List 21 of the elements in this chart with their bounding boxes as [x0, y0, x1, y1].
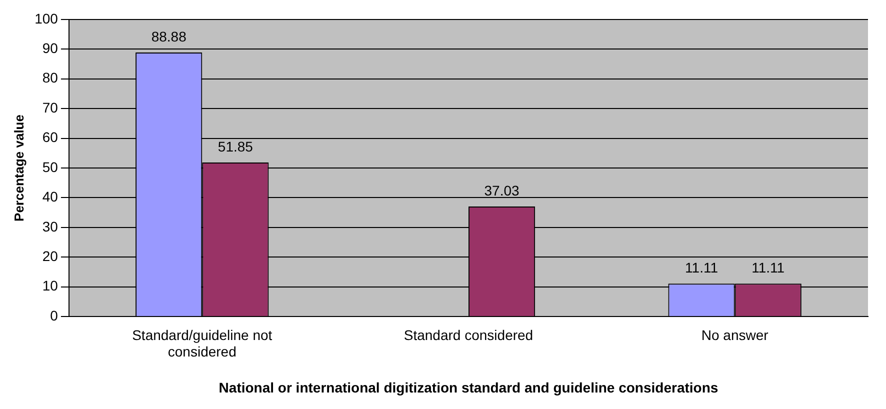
data-label: 37.03: [484, 182, 520, 198]
x-tick-label: No answer: [701, 326, 769, 343]
y-tick-label: 90: [42, 40, 58, 56]
y-axis-title: Percentage value: [11, 114, 26, 222]
x-tick-label: Standard considered: [404, 326, 534, 343]
data-label: 11.11: [752, 259, 785, 276]
y-tick-label: 30: [42, 218, 58, 234]
y-tick-label: 50: [42, 158, 58, 175]
y-tick-label: 10: [42, 278, 58, 294]
y-tick-label: 80: [42, 70, 58, 86]
data-label: 51.85: [218, 138, 254, 154]
x-tick-label: Standard/guideline not considered: [132, 326, 272, 360]
data-label: 11.11: [685, 259, 718, 276]
y-tick-label: 0: [50, 307, 58, 324]
y-tick-label: 40: [42, 188, 58, 205]
y-tick-label: 100: [34, 10, 58, 26]
y-tick-label: 60: [42, 129, 58, 146]
data-label: 88.88: [151, 28, 187, 44]
y-tick-label: 70: [42, 99, 58, 116]
x-axis-title: National or international digitization standard and guideline considerations: [218, 379, 718, 396]
y-tick-label: 20: [42, 248, 58, 264]
